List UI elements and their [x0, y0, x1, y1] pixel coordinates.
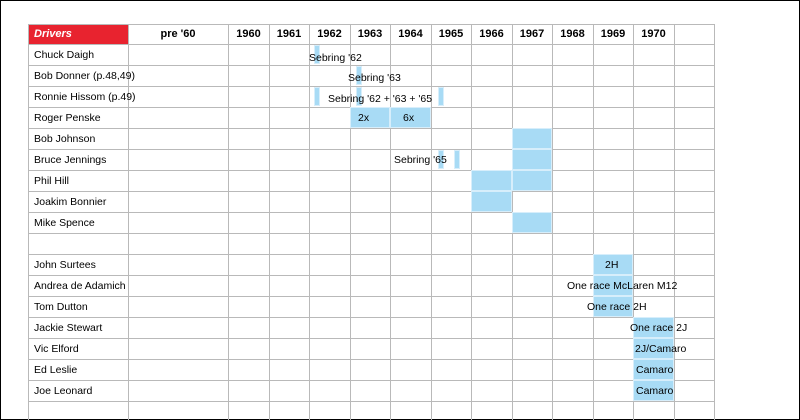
note-hissom: Sebring '62 + '63 + '65	[328, 93, 433, 105]
grid-line	[28, 24, 714, 25]
grid-line	[471, 24, 472, 420]
driver-name: Mike Spence	[34, 217, 95, 229]
driver-name: Tom Dutton	[34, 301, 88, 313]
grid-line	[28, 296, 714, 297]
grid-line	[269, 24, 270, 420]
grid-line	[28, 149, 714, 150]
grid-line	[128, 24, 129, 420]
note-deadamich: One race McLaren M12	[567, 280, 678, 292]
note-donner: Sebring '63	[348, 72, 401, 84]
note-jennings: Sebring '65	[394, 154, 447, 166]
grid-line	[714, 24, 715, 420]
grid-line	[28, 24, 29, 420]
year-header-1960: 1960	[236, 28, 261, 40]
note-leonard: Camaro	[636, 385, 674, 397]
driver-name: Jackie Stewart	[34, 322, 103, 334]
grid-line	[28, 44, 714, 45]
drivers-column-header: Drivers	[29, 25, 128, 44]
year-header-1966: 1966	[479, 28, 504, 40]
grid-line	[552, 24, 553, 420]
year-header-1967: 1967	[519, 28, 545, 40]
grid-line	[28, 86, 714, 87]
highlight-donner-1963	[356, 66, 362, 85]
grid-line	[28, 380, 714, 381]
grid-line	[28, 401, 714, 402]
highlight-daigh-1962	[314, 45, 320, 64]
note-surtees: 2H	[605, 259, 619, 271]
highlight-bonnier-1966	[471, 191, 512, 212]
grid-line	[350, 24, 351, 420]
note-penske-1963: 2x	[358, 112, 370, 124]
note-daigh: Sebring '62	[309, 52, 362, 64]
driver-name: Andrea de Adamich	[34, 280, 126, 292]
note-penske-1964: 6x	[403, 112, 415, 124]
driver-name: Ronnie Hissom (p.49)	[34, 91, 136, 103]
year-header-1964: 1964	[398, 28, 423, 40]
highlight-leslie-1970	[633, 359, 674, 380]
year-header-1962: 1962	[317, 28, 342, 40]
grid-line	[28, 275, 714, 276]
highlight-hill-1967	[512, 170, 552, 191]
grid-line	[28, 65, 714, 66]
driver-name: Phil Hill	[34, 175, 70, 187]
grid-line	[431, 24, 432, 420]
grid-line	[28, 359, 714, 360]
year-header-1968: 1968	[560, 28, 585, 40]
highlight-elford-1970	[633, 338, 674, 359]
grid-line	[28, 212, 714, 213]
highlight-hissom-1965	[438, 87, 444, 106]
driver-name: Chuck Daigh	[34, 49, 95, 61]
year-header-1963: 1963	[357, 28, 383, 40]
year-header-1970: 1970	[641, 28, 666, 40]
grid-line	[28, 338, 714, 339]
driver-name: Bob Donner (p.48,49)	[34, 70, 135, 82]
grid-line	[228, 24, 229, 420]
note-leslie: Camaro	[636, 364, 674, 376]
highlight-penske-1963	[350, 107, 390, 128]
highlight-stewart-1970	[633, 317, 674, 338]
grid-line	[633, 24, 634, 420]
driver-name: Joe Leonard	[34, 385, 93, 397]
driver-name: Bob Johnson	[34, 133, 96, 145]
grid-line	[28, 191, 714, 192]
grid-line	[309, 24, 310, 420]
highlight-hissom-1963	[356, 87, 362, 106]
year-header-1961: 1961	[276, 28, 302, 40]
grid-line	[28, 233, 714, 234]
note-dutton: One race 2H	[587, 301, 647, 313]
driver-name: Roger Penske	[34, 112, 101, 124]
highlight-jennings-1967	[512, 149, 552, 170]
year-header-1969: 1969	[600, 28, 626, 40]
year-header-1965: 1965	[438, 28, 464, 40]
highlight-jennings-1965b	[454, 150, 460, 169]
note-elford: 2J/Camaro	[635, 343, 687, 355]
driver-name: John Surtees	[34, 259, 96, 271]
driver-name: Ed Leslie	[34, 364, 78, 376]
highlight-leonard-1970	[633, 380, 674, 401]
highlight-surtees-1969	[593, 254, 633, 275]
grid-line	[593, 24, 594, 420]
highlight-deadamich-1969	[593, 275, 633, 296]
highlight-hissom-1962	[314, 87, 320, 106]
highlight-jennings-1965a	[438, 150, 444, 169]
note-stewart: One race 2J	[630, 322, 688, 334]
driver-name: Joakim Bonnier	[34, 196, 107, 208]
grid-line	[390, 24, 391, 420]
highlight-hill-1966	[471, 170, 512, 191]
driver-name: Bruce Jennings	[34, 154, 107, 166]
highlight-dutton-1969	[593, 296, 633, 317]
year-header-pre60: pre '60	[160, 28, 196, 40]
grid-line	[28, 170, 714, 171]
highlight-penske-1964	[390, 107, 431, 128]
driver-name: Vic Elford	[34, 343, 79, 355]
grid-line	[28, 317, 714, 318]
grid-line	[28, 254, 714, 255]
grid-line	[28, 128, 714, 129]
highlight-spence-1967	[512, 212, 552, 233]
grid-line	[674, 24, 675, 420]
highlight-johnson-1967	[512, 128, 552, 149]
